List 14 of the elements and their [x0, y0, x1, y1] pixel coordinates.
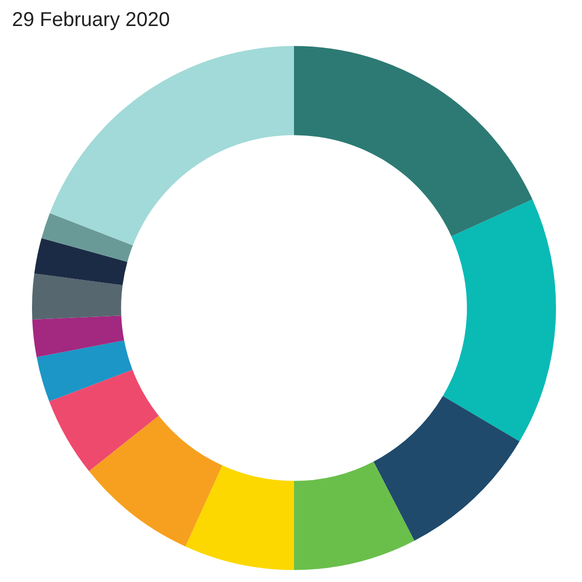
- chart-title: 29 February 2020: [12, 9, 170, 31]
- donut-slice: [294, 462, 414, 570]
- donut-slice: [373, 396, 520, 541]
- donut-slice: [32, 274, 123, 320]
- donut-slice: [49, 370, 159, 472]
- donut-slice: [50, 46, 294, 246]
- donut-slice: [34, 238, 128, 286]
- donut-slice: [185, 465, 294, 570]
- donut-slice: [294, 46, 532, 236]
- donut-slice: [442, 199, 556, 442]
- donut-slice: [89, 416, 222, 546]
- donut-slice: [42, 213, 133, 262]
- donut-slice: [32, 316, 124, 358]
- donut-slice: [36, 340, 132, 402]
